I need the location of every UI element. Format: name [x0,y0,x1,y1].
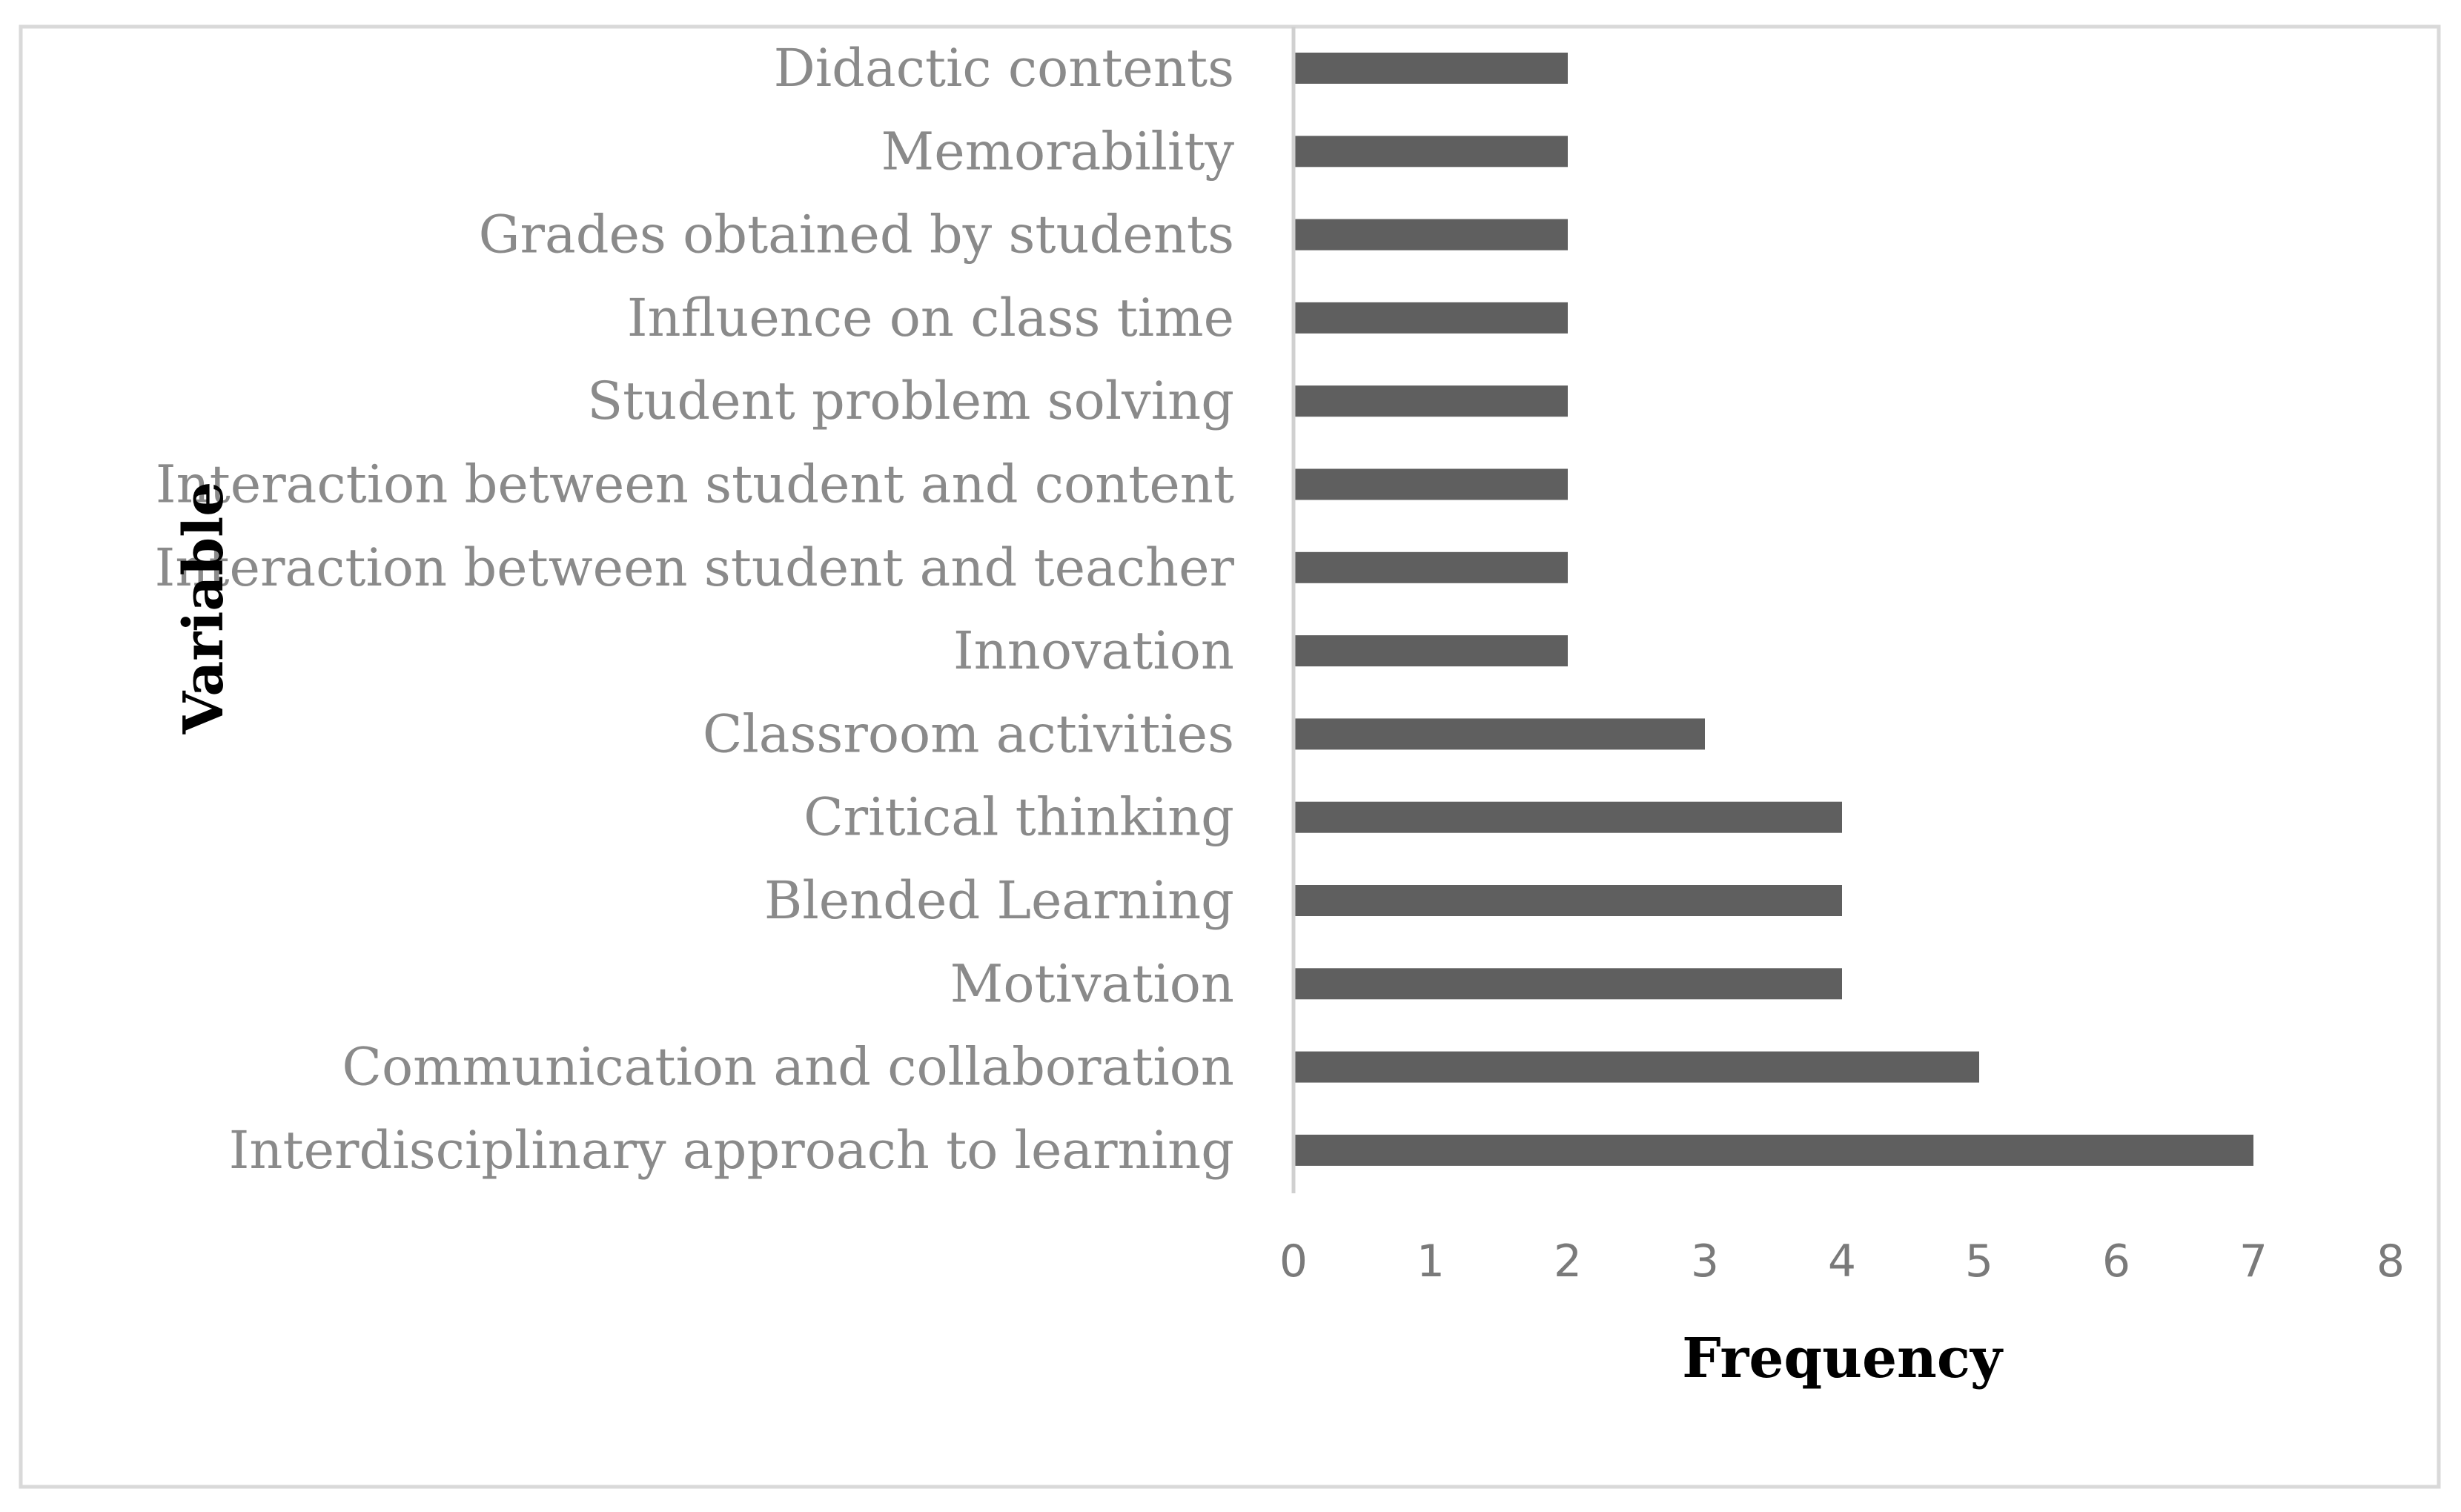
x-tick-label: 1 [1417,1236,1445,1287]
bar-memorability [1294,136,1568,168]
x-tick-label: 4 [1828,1236,1856,1287]
x-tick-label: 7 [2239,1236,2268,1287]
x-axis-title: Frequency [1682,1327,2004,1390]
x-tick-label: 3 [1691,1236,1719,1287]
bar-blended-learning [1294,885,1842,916]
chart-border [19,24,2441,1489]
category-label: Critical thinking [804,787,1234,848]
category-label: Influence on class time [627,288,1234,348]
bar-student-problem-solving [1294,385,1568,417]
bar-influence-on-class-time [1294,302,1568,334]
x-tick-label: 5 [1965,1236,1993,1287]
category-label: Student problem solving [587,371,1234,431]
bar-interdisciplinary-approach-to-learning [1294,1134,2253,1166]
x-tick-label: 8 [2376,1236,2405,1287]
x-tick-label: 0 [1279,1236,1308,1287]
bar-interaction-between-student-and-content [1294,468,1568,500]
category-label: Didactic contents [774,38,1234,99]
x-tick-labels: 0 1 2 3 4 5 6 7 8 [1279,1236,2405,1287]
bar-didactic-contents [1294,53,1568,84]
category-label: Blended Learning [764,870,1234,931]
category-label: Innovation [953,620,1234,681]
category-label: Classroom activities [703,703,1234,764]
bar-interaction-between-student-and-teacher [1294,551,1568,583]
category-label: Communication and collaboration [342,1037,1234,1098]
category-label: Memorability [881,121,1235,182]
bar-critical-thinking [1294,801,1842,833]
x-tick-label: 2 [1554,1236,1582,1287]
bar-innovation [1294,635,1568,667]
category-label: Interaction between student and teacher [155,537,1235,598]
category-labels: Didactic contents Memorability Grades obta… [155,38,1235,1181]
category-label: Motivation [950,953,1234,1014]
category-label: Grades obtained by students [479,205,1234,265]
category-label: Interdisciplinary approach to learning [229,1120,1234,1181]
category-label: Interaction between student and content [156,454,1234,515]
bar-motivation [1294,968,1842,1000]
y-axis-title: Variable [172,482,236,735]
x-tick-label: 6 [2102,1236,2130,1287]
bar-grades-obtained-by-students [1294,219,1568,251]
bar-classroom-activities [1294,718,1705,750]
bars-layer [1294,53,2253,1166]
bar-communication-and-collaboration [1294,1051,1979,1083]
